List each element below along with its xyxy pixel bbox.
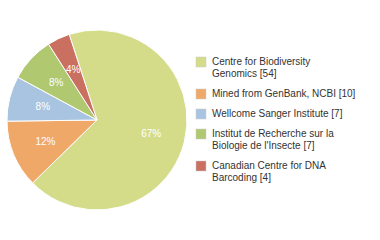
data-label: 8% (36, 101, 51, 112)
legend-label: Institut de Recherche sur laBiologie de … (212, 128, 334, 151)
legend-item: Centre for BiodiversityGenomics [54] (196, 56, 310, 79)
legend-label-line: Mined from GenBank, NCBI [10] (212, 88, 356, 99)
legend-label-line: Canadian Centre for DNA (212, 160, 326, 171)
pie (7, 30, 187, 210)
data-label: 12% (35, 136, 55, 147)
legend-swatch (196, 89, 206, 99)
data-labels: 67%12%8%8%4% (35, 64, 161, 147)
legend-item: Wellcome Sanger Institute [7] (196, 108, 343, 119)
data-label: 67% (141, 128, 161, 139)
legend-swatch (196, 161, 206, 171)
legend-swatch (196, 109, 206, 119)
legend-swatch (196, 129, 206, 139)
legend-label-line: Wellcome Sanger Institute [7] (212, 108, 343, 119)
data-label: 8% (49, 77, 64, 88)
legend-label-line: Institut de Recherche sur la (212, 128, 334, 139)
legend-label-line: Genomics [54] (212, 68, 277, 79)
data-label: 4% (66, 64, 81, 75)
legend-item: Canadian Centre for DNABarcoding [4] (196, 160, 326, 183)
legend-label: Centre for BiodiversityGenomics [54] (212, 56, 310, 79)
chart: 67%12%8%8%4%Centre for BiodiversityGenom… (0, 0, 380, 240)
legend-label-line: Centre for Biodiversity (212, 56, 310, 67)
legend-label: Canadian Centre for DNABarcoding [4] (212, 160, 326, 183)
legend: Centre for BiodiversityGenomics [54] Mine… (196, 56, 356, 183)
pie-slice (7, 120, 97, 183)
legend-label-line: Biologie de l'Insecte [7] (212, 140, 315, 151)
legend-swatch (196, 57, 206, 67)
legend-item: Institut de Recherche sur laBiologie de … (196, 128, 334, 151)
legend-label: Wellcome Sanger Institute [7] (212, 108, 343, 119)
legend-label: Mined from GenBank, NCBI [10] (212, 88, 356, 99)
legend-item: Mined from GenBank, NCBI [10] (196, 88, 356, 99)
legend-label-line: Barcoding [4] (212, 172, 271, 183)
pie-slice (49, 34, 97, 120)
